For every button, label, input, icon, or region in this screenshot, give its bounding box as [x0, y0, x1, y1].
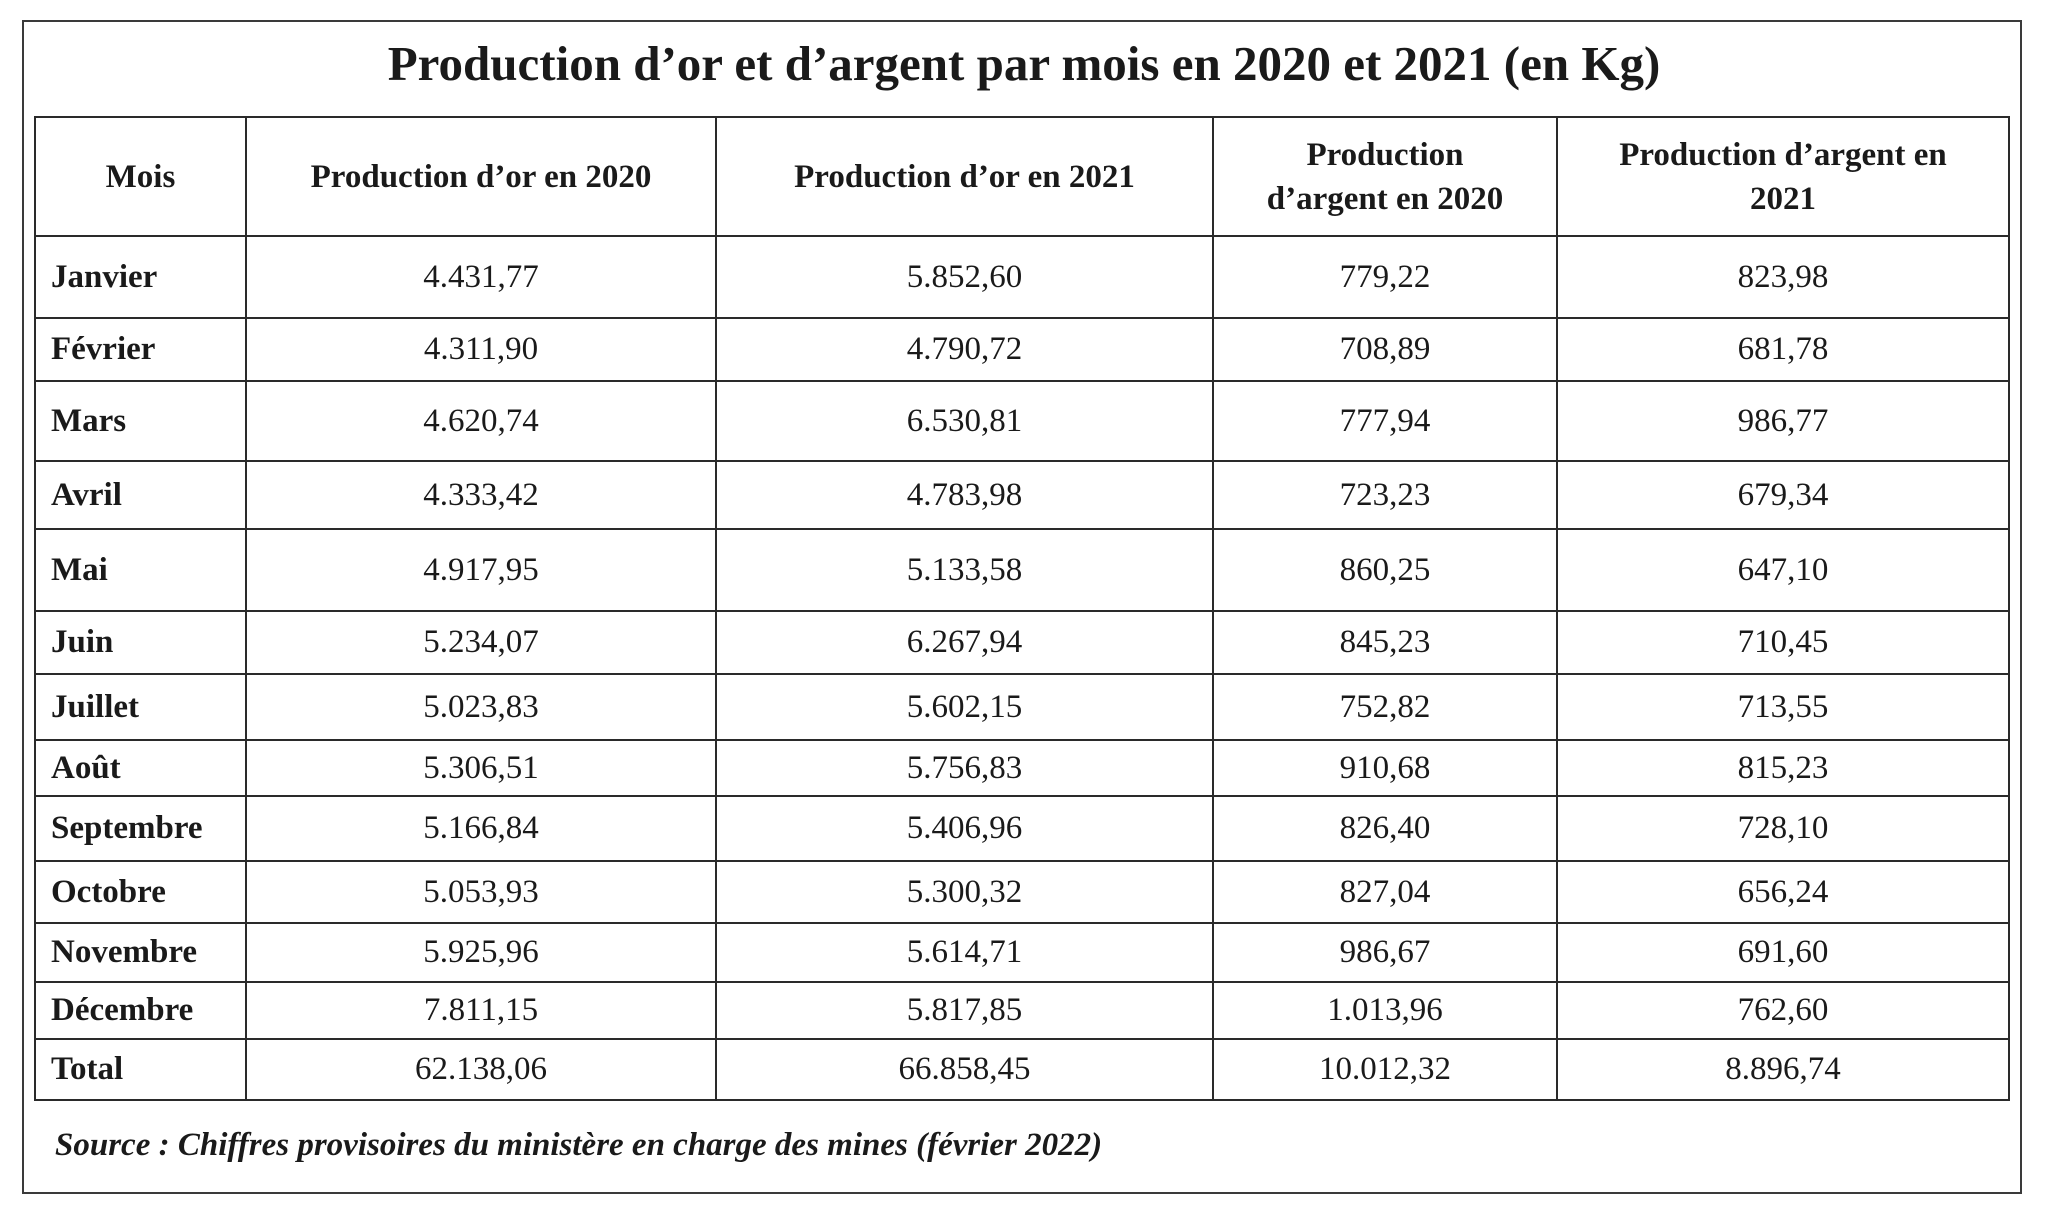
cell-argent-2021: 815,23	[1556, 739, 2010, 797]
cell-or-2020: 5.234,07	[245, 610, 717, 675]
cell-month: Juillet	[34, 673, 247, 741]
cell-or-2021: 5.602,15	[715, 673, 1214, 741]
cell-or-2021: 5.614,71	[715, 922, 1214, 983]
cell-month: Mai	[34, 528, 247, 612]
cell-argent-2021: 710,45	[1556, 610, 2010, 675]
cell-or-2021: 5.133,58	[715, 528, 1214, 612]
table-body: Janvier 4.431,77 5.852,60 779,22 823,98 Févri…	[34, 235, 2010, 1101]
table-row: Novembre 5.925,96 5.614,71 986,67 691,60	[34, 922, 2010, 983]
cell-or-2020: 5.023,83	[245, 673, 717, 741]
cell-month: Janvier	[34, 235, 247, 319]
col-header-argent-2020: Production d’argent en 2020	[1212, 116, 1558, 237]
table-row: Avril 4.333,42 4.783,98 723,23 679,34	[34, 460, 2010, 530]
cell-argent-2021: 8.896,74	[1556, 1038, 2010, 1101]
cell-or-2020: 4.917,95	[245, 528, 717, 612]
cell-month: Avril	[34, 460, 247, 530]
cell-argent-2020: 779,22	[1212, 235, 1558, 319]
cell-or-2021: 5.300,32	[715, 860, 1214, 924]
cell-month: Février	[34, 317, 247, 382]
cell-or-2020: 4.333,42	[245, 460, 717, 530]
table-row: Février 4.311,90 4.790,72 708,89 681,78	[34, 317, 2010, 382]
cell-or-2020: 4.311,90	[245, 317, 717, 382]
cell-argent-2021: 762,60	[1556, 981, 2010, 1040]
cell-or-2020: 5.053,93	[245, 860, 717, 924]
cell-argent-2021: 986,77	[1556, 380, 2010, 462]
table-row: Juin 5.234,07 6.267,94 845,23 710,45	[34, 610, 2010, 675]
cell-argent-2020: 826,40	[1212, 795, 1558, 862]
cell-month: Total	[34, 1038, 247, 1101]
cell-month: Novembre	[34, 922, 247, 983]
cell-argent-2020: 860,25	[1212, 528, 1558, 612]
cell-or-2020: 5.166,84	[245, 795, 717, 862]
cell-argent-2021: 823,98	[1556, 235, 2010, 319]
cell-or-2020: 4.431,77	[245, 235, 717, 319]
header-row: Mois Production d’or en 2020 Production …	[34, 116, 2010, 237]
cell-or-2021: 5.817,85	[715, 981, 1214, 1040]
document-frame	[22, 20, 2022, 1194]
cell-or-2021: 66.858,45	[715, 1038, 1214, 1101]
cell-or-2021: 4.783,98	[715, 460, 1214, 530]
cell-argent-2021: 691,60	[1556, 922, 2010, 983]
cell-month: Septembre	[34, 795, 247, 862]
cell-or-2021: 5.756,83	[715, 739, 1214, 797]
cell-argent-2021: 679,34	[1556, 460, 2010, 530]
cell-argent-2020: 910,68	[1212, 739, 1558, 797]
cell-argent-2021: 647,10	[1556, 528, 2010, 612]
cell-or-2021: 5.406,96	[715, 795, 1214, 862]
production-table: Mois Production d’or en 2020 Production …	[34, 116, 2010, 1101]
table-row: Juillet 5.023,83 5.602,15 752,82 713,55	[34, 673, 2010, 741]
col-header-mois: Mois	[34, 116, 247, 237]
cell-argent-2021: 681,78	[1556, 317, 2010, 382]
cell-or-2020: 62.138,06	[245, 1038, 717, 1101]
cell-or-2021: 6.530,81	[715, 380, 1214, 462]
total-row: Total 62.138,06 66.858,45 10.012,32 8.896,74	[34, 1038, 2010, 1101]
cell-or-2020: 5.925,96	[245, 922, 717, 983]
cell-or-2021: 5.852,60	[715, 235, 1214, 319]
cell-month: Octobre	[34, 860, 247, 924]
cell-or-2021: 4.790,72	[715, 317, 1214, 382]
cell-argent-2020: 845,23	[1212, 610, 1558, 675]
cell-month: Juin	[34, 610, 247, 675]
cell-argent-2020: 986,67	[1212, 922, 1558, 983]
source-note: Source : Chiffres provisoires du ministè…	[55, 1127, 1103, 1163]
col-header-argent-2021: Production d’argent en 2021	[1556, 116, 2010, 237]
table-row: Septembre 5.166,84 5.406,96 826,40 728,10	[34, 795, 2010, 862]
cell-argent-2020: 777,94	[1212, 380, 1558, 462]
cell-or-2020: 5.306,51	[245, 739, 717, 797]
cell-or-2021: 6.267,94	[715, 610, 1214, 675]
cell-or-2020: 4.620,74	[245, 380, 717, 462]
cell-argent-2020: 827,04	[1212, 860, 1558, 924]
col-header-or-2021: Production d’or en 2021	[715, 116, 1214, 237]
cell-argent-2020: 10.012,32	[1212, 1038, 1558, 1101]
table-row: Décembre 7.811,15 5.817,85 1.013,96 762,60	[34, 981, 2010, 1040]
table-row: Mars 4.620,74 6.530,81 777,94 986,77	[34, 380, 2010, 462]
table-row: Mai 4.917,95 5.133,58 860,25 647,10	[34, 528, 2010, 612]
table-row: Octobre 5.053,93 5.300,32 827,04 656,24	[34, 860, 2010, 924]
cell-or-2020: 7.811,15	[245, 981, 717, 1040]
cell-argent-2020: 1.013,96	[1212, 981, 1558, 1040]
cell-argent-2020: 752,82	[1212, 673, 1558, 741]
cell-month: Décembre	[34, 981, 247, 1040]
cell-argent-2020: 723,23	[1212, 460, 1558, 530]
cell-argent-2021: 656,24	[1556, 860, 2010, 924]
cell-argent-2020: 708,89	[1212, 317, 1558, 382]
table-title: Production d’or et d’argent par mois en …	[387, 36, 1661, 91]
cell-month: Mars	[34, 380, 247, 462]
cell-month: Août	[34, 739, 247, 797]
col-header-or-2020: Production d’or en 2020	[245, 116, 717, 237]
cell-argent-2021: 713,55	[1556, 673, 2010, 741]
cell-argent-2021: 728,10	[1556, 795, 2010, 862]
table-row: Août 5.306,51 5.756,83 910,68 815,23	[34, 739, 2010, 797]
table-row: Janvier 4.431,77 5.852,60 779,22 823,98	[34, 235, 2010, 319]
